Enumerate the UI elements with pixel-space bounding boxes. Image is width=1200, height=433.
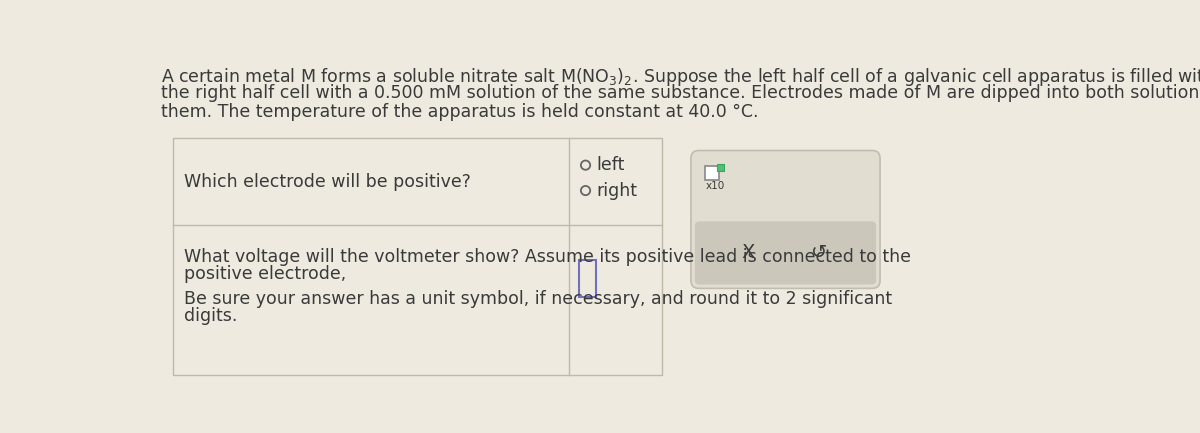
- Text: the right half cell with a 0.500 mM solution of the same substance. Electrodes m: the right half cell with a 0.500 mM solu…: [161, 84, 1200, 102]
- Text: ↺: ↺: [811, 243, 827, 262]
- Bar: [704, 166, 719, 180]
- Bar: [173, 138, 661, 375]
- Bar: [716, 164, 725, 171]
- Bar: [580, 260, 596, 297]
- Text: left: left: [596, 156, 625, 174]
- Text: What voltage will the voltmeter show? Assume its positive lead is connected to t: What voltage will the voltmeter show? As…: [184, 248, 911, 266]
- Text: positive electrode,: positive electrode,: [184, 265, 347, 283]
- Text: Be sure your answer has a unit symbol, if necessary, and round it to 2 significa: Be sure your answer has a unit symbol, i…: [184, 290, 893, 308]
- Text: A certain metal M forms a soluble nitrate salt M$\mathregular{(NO_3)_2}$. Suppos: A certain metal M forms a soluble nitrat…: [161, 66, 1200, 88]
- Text: Which electrode will be positive?: Which electrode will be positive?: [184, 173, 470, 191]
- Text: them. The temperature of the apparatus is held constant at 40.0 °C.: them. The temperature of the apparatus i…: [161, 103, 758, 121]
- Text: right: right: [596, 181, 637, 200]
- Text: X: X: [742, 243, 755, 262]
- Text: digits.: digits.: [184, 307, 238, 325]
- FancyBboxPatch shape: [691, 151, 880, 288]
- Text: x10: x10: [706, 181, 725, 191]
- FancyBboxPatch shape: [695, 221, 876, 284]
